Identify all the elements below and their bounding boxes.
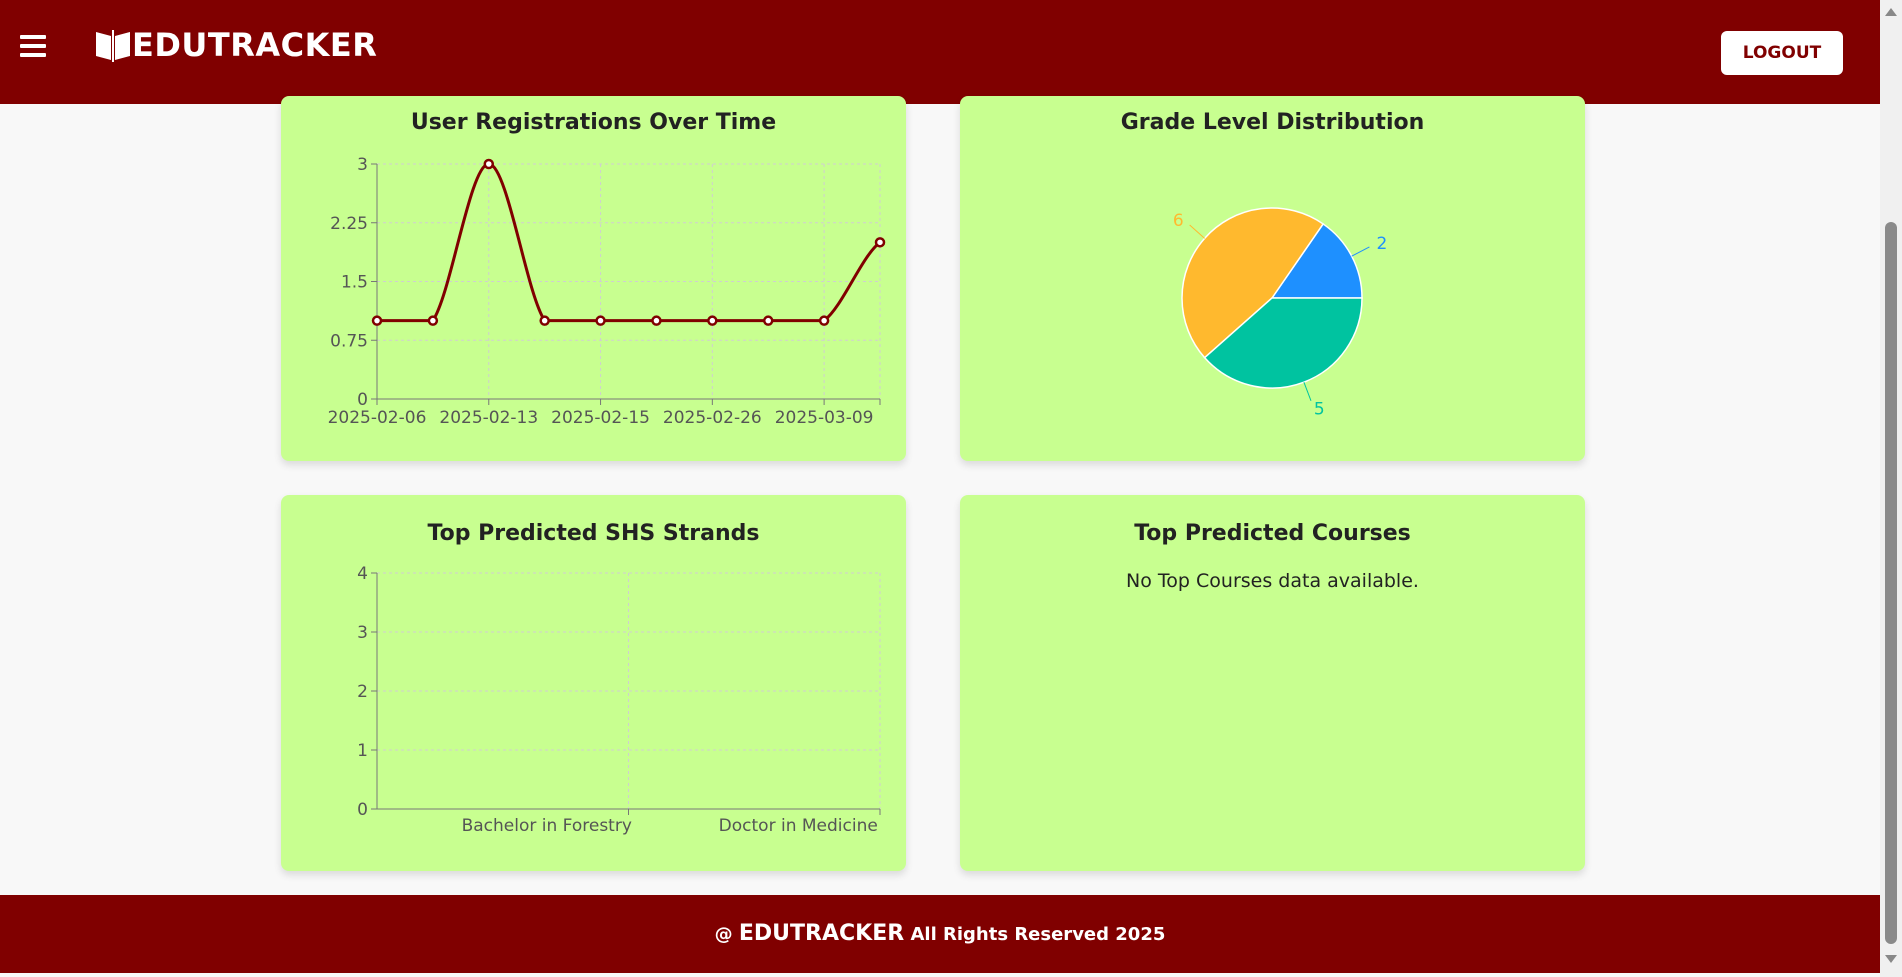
- card-title: User Registrations Over Time: [410, 110, 777, 135]
- x-tick-label: 2025-02-06: [328, 408, 427, 428]
- registrations-card: User Registrations Over Time 0 0.75 1.5 2.2…: [281, 96, 906, 461]
- footer-prefix: @: [714, 924, 733, 945]
- x-tick-label: 2025-02-26: [663, 408, 762, 428]
- pie-leader-line: [1189, 224, 1205, 239]
- pie-leader-line: [1303, 381, 1312, 402]
- data-point: [483, 158, 495, 170]
- top-header: EDUTRACKER LOGOUT: [0, 0, 1880, 104]
- y-tick-label: 0: [357, 800, 368, 820]
- footer-brand: EDUTRACKER: [738, 921, 905, 946]
- data-point: [371, 315, 383, 326]
- x-tick-label: 2025-02-15: [551, 408, 650, 428]
- courses-card: Top Predicted Courses No Top Courses dat…: [960, 495, 1585, 871]
- y-tick-label: 1.5: [341, 273, 368, 293]
- shs-strands-bar-chart: 0 1 2 3 4 Bachelor in Forestry Doctor in Medic…: [357, 564, 881, 836]
- y-tick-label: 1: [357, 741, 368, 761]
- shs-strands-card: Top Predicted SHS Strands 0 1 2 3 4 Bachelor …: [281, 495, 906, 871]
- brand-name: EDUTRACKER: [132, 26, 378, 64]
- y-tick-label: 3: [357, 155, 368, 175]
- footer-copyright: All Rights Reserved 2025: [910, 924, 1166, 945]
- data-point: [818, 315, 830, 326]
- data-point: [762, 315, 774, 326]
- registrations-series-line: [376, 162, 881, 323]
- logout-button[interactable]: LOGOUT: [1721, 31, 1843, 75]
- x-tick-label: Bachelor in Forestry: [462, 816, 632, 836]
- empty-message: No Top Courses data available.: [1126, 570, 1419, 592]
- y-tick-label: 3: [357, 623, 368, 643]
- pie-data-label: 6: [1173, 211, 1184, 231]
- y-tick-label: 0.75: [330, 331, 368, 351]
- data-point: [874, 237, 886, 248]
- data-point: [707, 315, 718, 326]
- y-tick-label: 2.25: [330, 214, 368, 234]
- app-logo[interactable]: EDUTRACKER: [94, 26, 377, 64]
- scrollbar-thumb[interactable]: [1885, 222, 1897, 944]
- book-icon: [96, 30, 130, 62]
- data-point: [427, 315, 439, 326]
- menu-icon[interactable]: [20, 35, 46, 57]
- data-point: [651, 315, 662, 326]
- card-title: Top Predicted SHS Strands: [427, 521, 760, 546]
- x-tick-label: 2025-03-09: [775, 408, 874, 428]
- y-tick-label: 2: [357, 682, 368, 702]
- grade-distribution-card: Grade Level Distribution 2 6 5: [960, 96, 1585, 461]
- scroll-up-icon[interactable]: [1885, 8, 1897, 16]
- scroll-down-icon[interactable]: [1885, 955, 1897, 963]
- card-title: Top Predicted Courses: [1134, 521, 1411, 546]
- grade-pie-chart: 2 6 5: [1173, 207, 1387, 419]
- card-title: Grade Level Distribution: [1120, 110, 1425, 135]
- x-tick-label: Doctor in Medicine: [719, 816, 878, 836]
- pie-leader-line: [1351, 246, 1370, 257]
- y-tick-label: 0: [357, 390, 368, 410]
- pie-data-label: 2: [1376, 234, 1387, 254]
- data-point: [539, 315, 550, 326]
- registrations-line-chart: 0 0.75 1.5 2.25 3 2025-02-06 2025-02-13 2025-02…: [328, 155, 886, 428]
- page-footer: @ EDUTRACKER All Rights Reserved 2025: [0, 895, 1880, 973]
- y-tick-label: 4: [357, 564, 368, 584]
- data-point: [595, 315, 606, 326]
- x-tick-label: 2025-02-13: [439, 408, 538, 428]
- pie-data-label: 5: [1314, 399, 1325, 419]
- vertical-scrollbar[interactable]: [1880, 0, 1902, 977]
